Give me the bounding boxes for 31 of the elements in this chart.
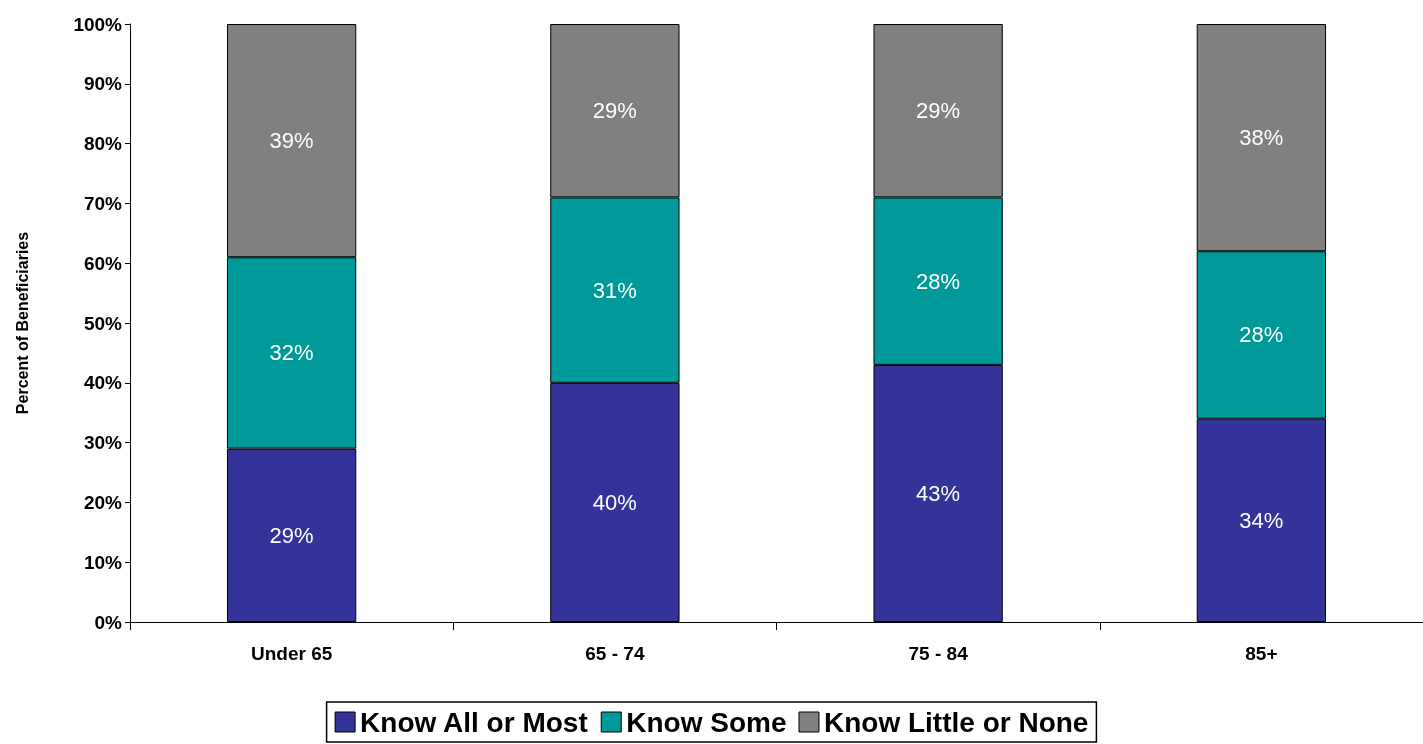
data-label: 29% bbox=[916, 98, 961, 124]
data-label: 28% bbox=[1239, 322, 1284, 348]
legend-label: Know Little or None bbox=[823, 706, 1089, 738]
y-tick-label: 100% bbox=[73, 13, 123, 35]
data-label: 31% bbox=[592, 277, 637, 303]
x-tick-label: 65 - 74 bbox=[585, 643, 645, 664]
y-tick-label: 60% bbox=[83, 252, 123, 274]
data-label: 39% bbox=[269, 128, 314, 154]
x-tick-label: 85+ bbox=[1245, 643, 1278, 664]
y-tick-label: 90% bbox=[83, 73, 123, 95]
data-label: 29% bbox=[269, 522, 314, 548]
x-tick-label: Under 65 bbox=[250, 643, 333, 664]
legend-label: Know Some bbox=[626, 706, 787, 738]
y-tick-label: 30% bbox=[83, 432, 123, 454]
data-label: 40% bbox=[592, 489, 637, 515]
data-label: 34% bbox=[1239, 507, 1284, 533]
data-label: 38% bbox=[1239, 125, 1284, 151]
y-tick-label: 0% bbox=[94, 611, 123, 633]
data-label: 32% bbox=[269, 340, 314, 366]
data-label: 28% bbox=[916, 268, 961, 294]
x-tick-label: 75 - 84 bbox=[908, 643, 969, 664]
y-tick-label: 10% bbox=[83, 551, 123, 573]
y-tick-label: 80% bbox=[83, 133, 123, 155]
y-tick-label: 20% bbox=[83, 491, 123, 513]
data-label: 43% bbox=[916, 480, 961, 506]
y-axis-title: Percent of Beneficiaries bbox=[13, 231, 31, 415]
y-tick-label: 70% bbox=[83, 192, 123, 214]
y-tick-label: 50% bbox=[83, 312, 123, 334]
legend-label: Know All or Most bbox=[360, 706, 588, 738]
data-label: 29% bbox=[592, 98, 637, 124]
y-tick-label: 40% bbox=[83, 372, 123, 394]
